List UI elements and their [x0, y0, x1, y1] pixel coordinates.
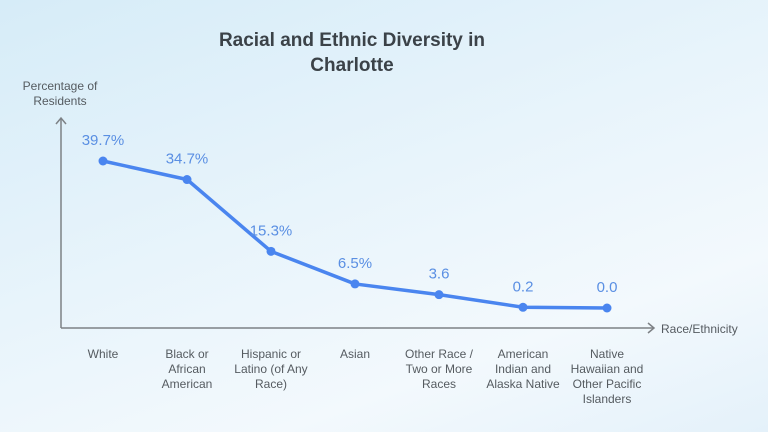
x-tick-label: Hawaiian and: [571, 362, 644, 376]
x-tick-label: Black or: [165, 347, 208, 361]
x-tick-label: Race): [255, 377, 287, 391]
x-tick-label: Native: [590, 347, 624, 361]
data-label: 34.7%: [166, 151, 209, 168]
data-label: 6.5%: [338, 255, 372, 272]
axes: [55, 116, 656, 334]
x-tick-label: Two or More: [406, 362, 473, 376]
data-label: 15.3%: [250, 222, 293, 239]
x-tick-label: Hispanic or: [241, 347, 301, 361]
x-tick-label: American: [498, 347, 549, 361]
x-tick-label: Other Race /: [405, 347, 474, 361]
x-tick-label: Alaska Native: [486, 377, 560, 391]
y-axis-arrow: [55, 116, 67, 125]
data-label: 3.6: [429, 266, 450, 283]
data-point: [266, 246, 276, 256]
x-tick-label: American: [162, 377, 213, 391]
x-tick-label: White: [88, 347, 119, 361]
x-tick-label: Races: [422, 377, 456, 391]
x-tick-label: Latino (of Any: [234, 362, 307, 376]
x-tick-label: Other Pacific: [573, 377, 642, 391]
data-label: 0.2: [513, 278, 534, 295]
x-tick-label: Islanders: [583, 392, 632, 406]
x-tick-label: Asian: [340, 347, 370, 361]
x-axis-arrow: [647, 322, 656, 334]
data-point: [434, 290, 444, 300]
data-point: [602, 303, 612, 313]
y-axis-label-line-2: Residents: [33, 94, 86, 108]
data-point: [350, 279, 360, 289]
data-label: 39.7%: [82, 132, 125, 149]
y-axis-label-line-1: Percentage of: [23, 79, 98, 93]
data-point: [518, 302, 528, 312]
chart-title-line-2: Charlotte: [310, 55, 393, 76]
chart-title-line-1: Racial and Ethnic Diversity in: [219, 30, 485, 51]
data-label: 0.0: [597, 279, 618, 296]
x-tick-label: Indian and: [495, 362, 551, 376]
data-point: [182, 175, 192, 185]
x-axis-label: Race/Ethnicity: [661, 322, 738, 336]
data-point: [98, 156, 108, 166]
x-tick-label: African: [168, 362, 205, 376]
